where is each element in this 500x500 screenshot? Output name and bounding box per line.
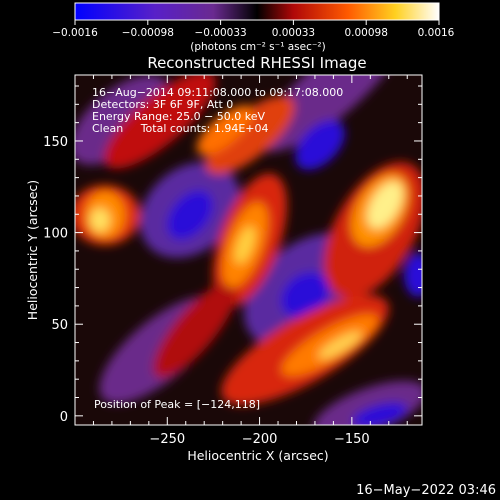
colorbar-ticks (74, 20, 440, 25)
heatmap-image (75, 75, 422, 425)
colorbar-tick-label-2: −0.00033 (194, 27, 246, 39)
y-tick-label: 150 (43, 135, 68, 150)
y-tick-label: 50 (51, 318, 68, 333)
info-line-1: Detectors: 3F 6F 9F, Att 0 (92, 98, 233, 111)
x-tick-label: −200 (242, 432, 278, 447)
x-tick-label: −150 (334, 432, 370, 447)
colorbar-units-label: (photons cm⁻² s⁻¹ asec⁻²) (190, 41, 325, 53)
colorbar-tick-label-3: 0.00033 (272, 27, 315, 39)
x-tick-label: −250 (149, 432, 185, 447)
x-axis-label: Heliocentric X (arcsec) (187, 448, 328, 463)
info-line-0: 16−Aug−2014 09:11:08.000 to 09:17:08.000 (92, 86, 343, 99)
plot-frame (74, 74, 423, 426)
colorbar-tick-label-4: 0.00098 (344, 27, 387, 39)
y-axis-label: Heliocentric Y (arcsec) (25, 180, 40, 320)
peak-position-label: Position of Peak = [−124,118] (94, 398, 260, 411)
y-tick-label: 0 (60, 410, 68, 425)
axis-ticks (74, 75, 422, 425)
colorbar (74, 2, 440, 21)
footer-timestamp: 16−May−2022 03:46 (356, 483, 496, 498)
y-tick-label: 100 (43, 227, 68, 242)
colorbar-tick-label-1: −0.00098 (122, 27, 174, 39)
info-line-2: Energy Range: 25.0 − 50.0 keV (92, 110, 266, 123)
colorbar-tick-label-5: 0.0016 (418, 27, 455, 39)
colorbar-tick-label-0: −0.0016 (52, 27, 98, 39)
plot-title: Reconstructed RHESSI Image (147, 54, 366, 72)
info-line-3: Clean Total counts: 1.94E+04 (92, 122, 269, 135)
